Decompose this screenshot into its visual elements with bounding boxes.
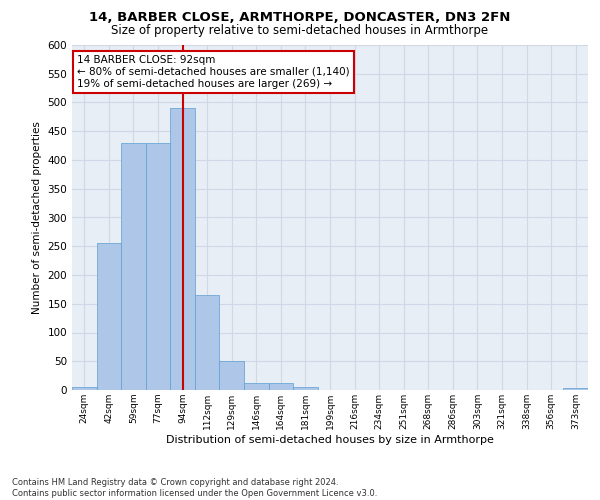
Text: Size of property relative to semi-detached houses in Armthorpe: Size of property relative to semi-detach…: [112, 24, 488, 37]
Bar: [244, 382, 269, 390]
X-axis label: Distribution of semi-detached houses by size in Armthorpe: Distribution of semi-detached houses by …: [166, 434, 494, 444]
Y-axis label: Number of semi-detached properties: Number of semi-detached properties: [32, 121, 42, 314]
Bar: [563, 388, 588, 390]
Bar: [121, 143, 146, 390]
Bar: [269, 383, 293, 390]
Bar: [195, 295, 220, 390]
Bar: [293, 387, 318, 390]
Bar: [97, 244, 121, 390]
Text: 14, BARBER CLOSE, ARMTHORPE, DONCASTER, DN3 2FN: 14, BARBER CLOSE, ARMTHORPE, DONCASTER, …: [89, 11, 511, 24]
Text: 14 BARBER CLOSE: 92sqm
← 80% of semi-detached houses are smaller (1,140)
19% of : 14 BARBER CLOSE: 92sqm ← 80% of semi-det…: [77, 56, 350, 88]
Bar: [146, 143, 170, 390]
Bar: [220, 361, 244, 390]
Text: Contains HM Land Registry data © Crown copyright and database right 2024.
Contai: Contains HM Land Registry data © Crown c…: [12, 478, 377, 498]
Bar: [170, 108, 195, 390]
Bar: [72, 387, 97, 390]
